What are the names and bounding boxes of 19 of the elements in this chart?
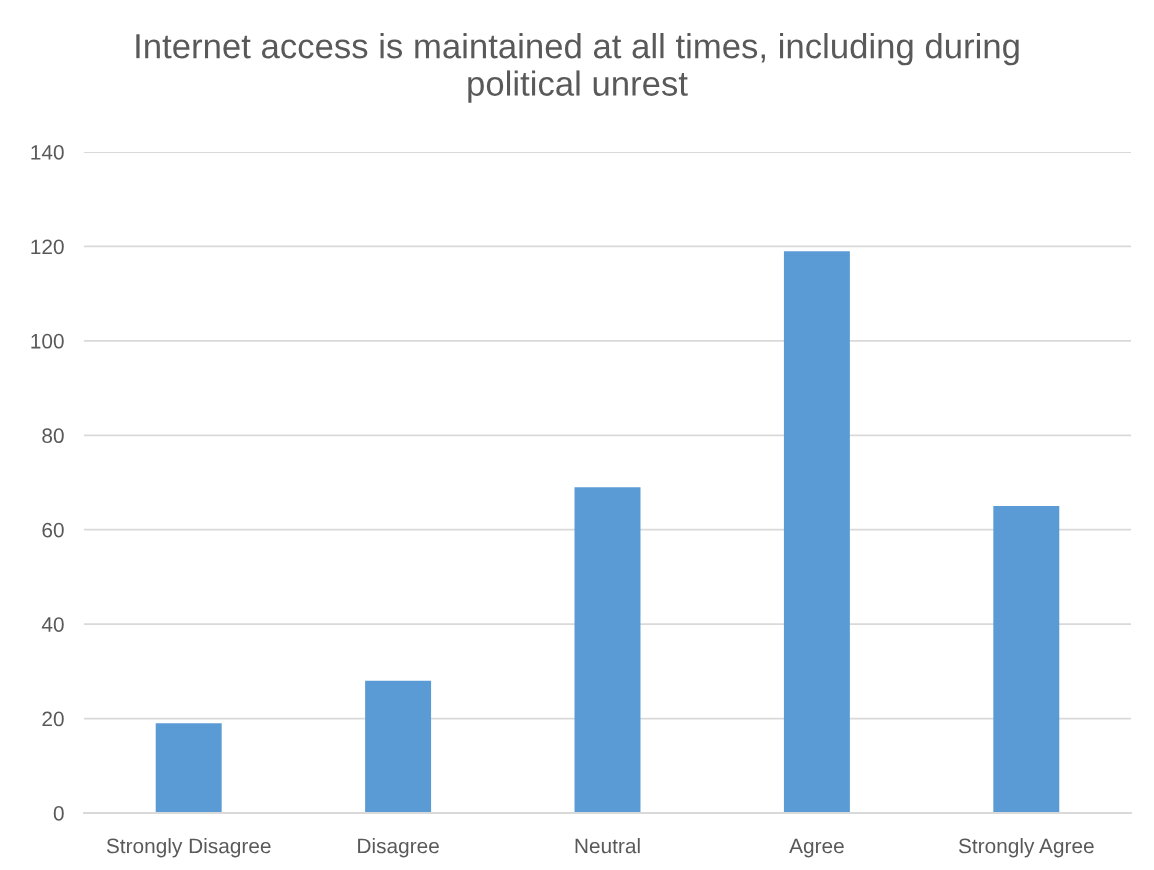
y-tick-label: 120	[31, 239, 64, 255]
x-tick-label: Strongly Disagree	[106, 838, 271, 858]
bar	[574, 487, 641, 813]
y-tick-label: 80	[42, 428, 64, 444]
x-tick-label: Disagree	[358, 838, 439, 858]
y-tick-label: 0	[53, 806, 64, 821]
x-tick-label: Agree	[789, 838, 844, 858]
y-tick-label: 40	[41, 617, 64, 632]
y-tick-label: 20	[42, 711, 64, 727]
x-tick-label: Strongly Agree	[958, 838, 1094, 858]
y-tick-label: 140	[31, 145, 64, 160]
bar	[783, 251, 850, 813]
x-tick-label: Neutral	[575, 838, 640, 854]
y-tick-label: 100	[31, 333, 64, 349]
y-tick-label: 60	[42, 522, 64, 538]
bar	[993, 506, 1060, 813]
bar	[155, 723, 222, 813]
chart-title: Internet access is maintained at all times, including during political unrest	[136, 33, 1019, 103]
bar	[365, 680, 432, 813]
